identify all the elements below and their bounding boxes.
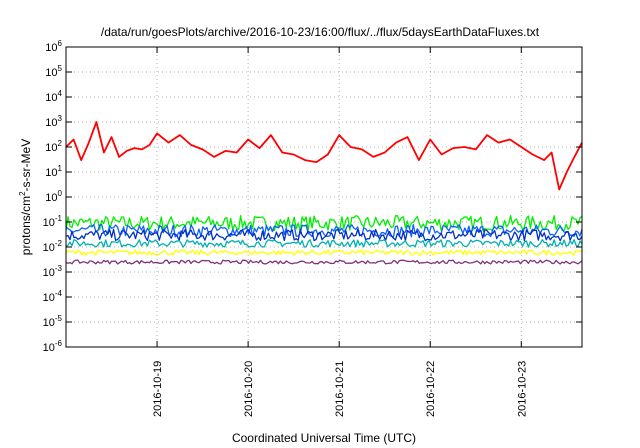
x-tick-label: 2016-10-23 — [516, 361, 528, 417]
series-line-3 — [65, 223, 583, 238]
series-line-6 — [65, 249, 583, 256]
series-line-5 — [65, 239, 583, 248]
series-line-7 — [65, 259, 583, 265]
y-tick-label: 102 — [45, 139, 62, 154]
x-tick-label: 2016-10-19 — [152, 361, 164, 417]
x-axis-label: Coordinated Universal Time (UTC) — [232, 431, 416, 445]
plot-frame — [65, 46, 583, 348]
y-tick-label: 104 — [45, 89, 62, 104]
y-axis-ticks: 10-6 10-5 10-4 10-3 10-2 10-1 100 101 102 103 104 1… — [43, 39, 582, 354]
y-tick-label: 101 — [45, 164, 62, 179]
y-tick-label: 10-2 — [43, 239, 63, 254]
y-tick-label: 10-5 — [43, 314, 63, 329]
y-tick-label: 10-3 — [43, 264, 63, 279]
x-axis-ticks: 2016-10-19 2016-10-20 2016-10-21 2016-10-22… — [152, 47, 528, 417]
y-tick-label: 10-4 — [43, 289, 63, 304]
chart-title: /data/run/goesPlots/archive/2016-10-23/1… — [101, 25, 540, 39]
y-tick-label: 10-6 — [43, 339, 63, 354]
y-tick-label: 105 — [45, 64, 62, 79]
y-axis-label: protons/cm2-s-sr-MeV — [18, 139, 33, 255]
x-tick-label: 2016-10-20 — [243, 361, 255, 417]
grid — [66, 47, 582, 347]
y-tick-label: 103 — [45, 114, 62, 129]
y-tick-label: 106 — [45, 39, 62, 54]
series-group — [65, 121, 583, 265]
y-tick-label: 100 — [45, 189, 62, 204]
x-tick-label: 2016-10-22 — [425, 361, 437, 417]
series-line-4 — [65, 228, 583, 242]
y-tick-label: 10-1 — [43, 214, 63, 229]
series-line-1 — [65, 121, 583, 191]
series-line-2 — [65, 215, 583, 232]
x-tick-label: 2016-10-21 — [334, 361, 346, 417]
